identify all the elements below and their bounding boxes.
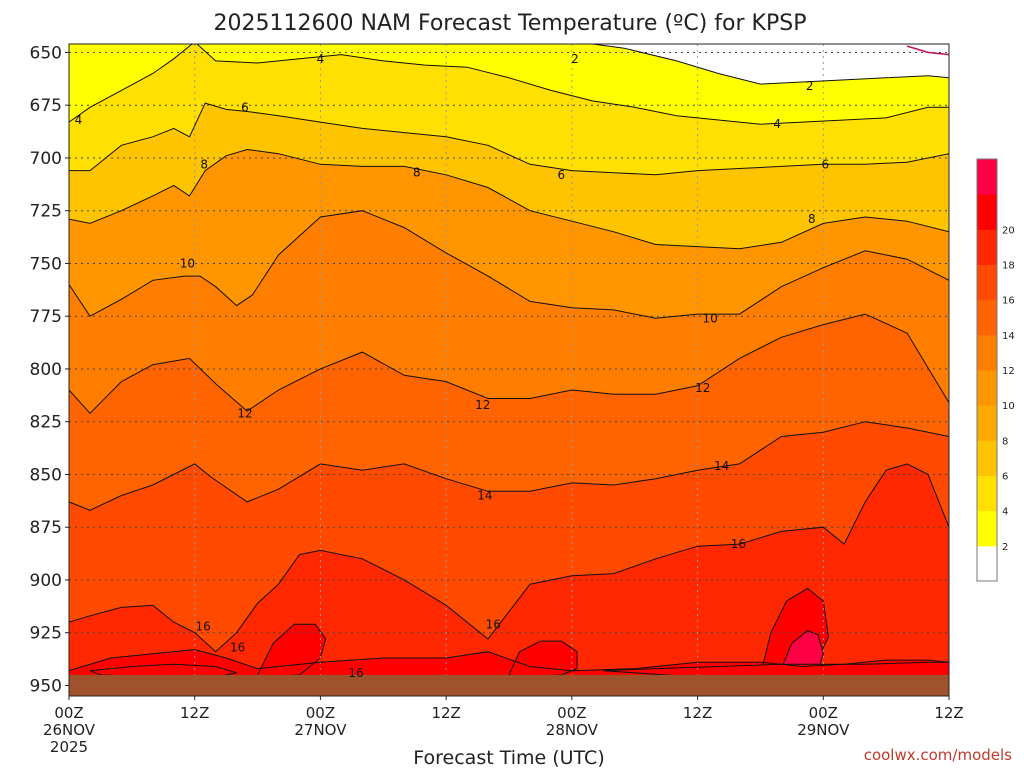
isotherm-label-4: 4: [773, 117, 781, 131]
isotherm-label-4: 4: [317, 52, 325, 66]
credit-link[interactable]: coolwx.com/models: [864, 746, 1012, 764]
temperature-bands: [69, 44, 949, 696]
x-tick-label: 00Z: [809, 704, 838, 722]
surface-terrain: [69, 674, 949, 696]
isotherm-labels: 2 2 4 4 4 6 6 6 8 8 8 10 10 12 12 12 14 14 16 16 16 16 16: [75, 52, 830, 680]
colorbar-swatch: [977, 545, 997, 582]
y-tick-label: 725: [30, 202, 62, 222]
x-tick-label: 12Z: [180, 704, 209, 722]
colorbar: 2 4 6 8 10 12 14 16 18 20: [976, 158, 1015, 582]
isotherm-10-4: [69, 210, 949, 319]
x-tick-date: 26NOV: [43, 721, 96, 739]
grid-lines: [69, 44, 949, 696]
isotherm-label-4: 4: [75, 113, 83, 127]
colorbar-swatch: [977, 440, 997, 476]
x-tick-label: 12Z: [431, 704, 460, 722]
x-tick-date: 29NOV: [797, 721, 850, 739]
isotherm-label-8: 8: [808, 212, 816, 226]
colorbar-label: 6: [1002, 472, 1008, 483]
colorbar-swatch: [977, 334, 997, 371]
isotherm-label-12: 12: [695, 381, 710, 395]
x-tick-label: 12Z: [934, 704, 963, 722]
colorbar-label: 4: [1002, 507, 1008, 518]
isotherm-label-6: 6: [558, 168, 566, 182]
colorbar-label: 14: [1002, 331, 1015, 342]
isotherm-label-16: 16: [348, 666, 363, 680]
isotherm-2-0: [592, 44, 949, 85]
isotherm-label-10: 10: [180, 256, 195, 270]
isotherm-16-7: [69, 463, 949, 653]
y-tick-label: 800: [30, 360, 62, 380]
colorbar-swatch: [977, 475, 997, 512]
isotherm-label-2: 2: [571, 52, 579, 66]
y-tick-label: 850: [30, 465, 62, 485]
isotherm-label-16: 16: [230, 640, 245, 654]
y-tick-label: 675: [30, 96, 62, 116]
isotherm-label-6: 6: [822, 157, 830, 171]
chart-title: 2025112600 NAM Forecast Temperature (ºC)…: [214, 11, 807, 36]
isotherm-14-6: [69, 421, 949, 511]
y-tick-label: 650: [30, 43, 62, 63]
colorbar-swatch: [977, 229, 997, 265]
x-tick-date: 28NOV: [546, 721, 599, 739]
colorbar-label: 20: [1002, 225, 1015, 236]
y-tick-label: 950: [30, 676, 62, 696]
y-tick-label: 775: [30, 307, 62, 327]
colorbar-label: 2: [1002, 542, 1008, 553]
isotherm-label-8: 8: [413, 166, 421, 180]
colorbar-swatch: [977, 299, 997, 336]
x-tick-label: 00Z: [557, 704, 586, 722]
colorbar-swatch: [977, 510, 997, 547]
isotherm-label-6: 6: [241, 100, 249, 114]
colorbar-label: 16: [1002, 296, 1015, 307]
isotherm-label-16: 16: [486, 617, 501, 631]
plot-frame: [68, 43, 950, 697]
y-tick-label: 925: [30, 624, 62, 644]
colorbar-frame: [976, 158, 998, 582]
isotherm-12-5: [69, 313, 949, 415]
x-tick-label: 00Z: [306, 704, 335, 722]
isotherm-16-8: [69, 649, 949, 672]
colorbar-swatch: [977, 405, 997, 441]
colorbar-swatch: [977, 194, 997, 230]
isotherm-6-2: [69, 102, 949, 176]
colorbar-label: 12: [1002, 366, 1015, 377]
colorbar-label: 8: [1002, 436, 1008, 447]
isotherm-label-10: 10: [703, 311, 718, 325]
y-tick-label: 900: [30, 571, 62, 591]
isotherm-label-12: 12: [237, 406, 252, 420]
isotherm-label-16: 16: [731, 537, 746, 551]
x-axis-label: Forecast Time (UTC): [413, 747, 604, 768]
isotherm-label-14: 14: [477, 489, 492, 503]
colorbar-label: 10: [1002, 401, 1015, 412]
x-tick-label: 12Z: [683, 704, 712, 722]
isotherm-lines: [69, 44, 949, 672]
isotherm-label-14: 14: [714, 459, 729, 473]
isotherm-label-12: 12: [475, 398, 490, 412]
colorbar-swatch: [977, 370, 997, 406]
x-tick-date: 27NOV: [294, 721, 347, 739]
y-tick-label: 875: [30, 518, 62, 538]
colorbar-swatch: [977, 159, 997, 195]
isotherm-8-3: [69, 148, 949, 250]
y-axis: 650 675 700 725 750 775 800 825 850 875 900 925 950: [30, 43, 69, 696]
isotherm-4-1: [69, 44, 949, 125]
isotherm-label-8: 8: [200, 157, 208, 171]
isotherm-label-16: 16: [195, 619, 210, 633]
colorbar-swatch: [977, 264, 997, 301]
x-tick-label: 00Z: [54, 704, 83, 722]
y-tick-label: 700: [30, 149, 62, 169]
x-tick-year: 2025: [50, 738, 88, 756]
y-tick-label: 750: [30, 254, 62, 274]
y-tick-label: 825: [30, 413, 62, 433]
isotherm-corner: [906, 45, 949, 56]
colorbar-label: 18: [1002, 261, 1015, 272]
isotherm-label-2: 2: [806, 79, 814, 93]
plot-area: [69, 44, 949, 696]
